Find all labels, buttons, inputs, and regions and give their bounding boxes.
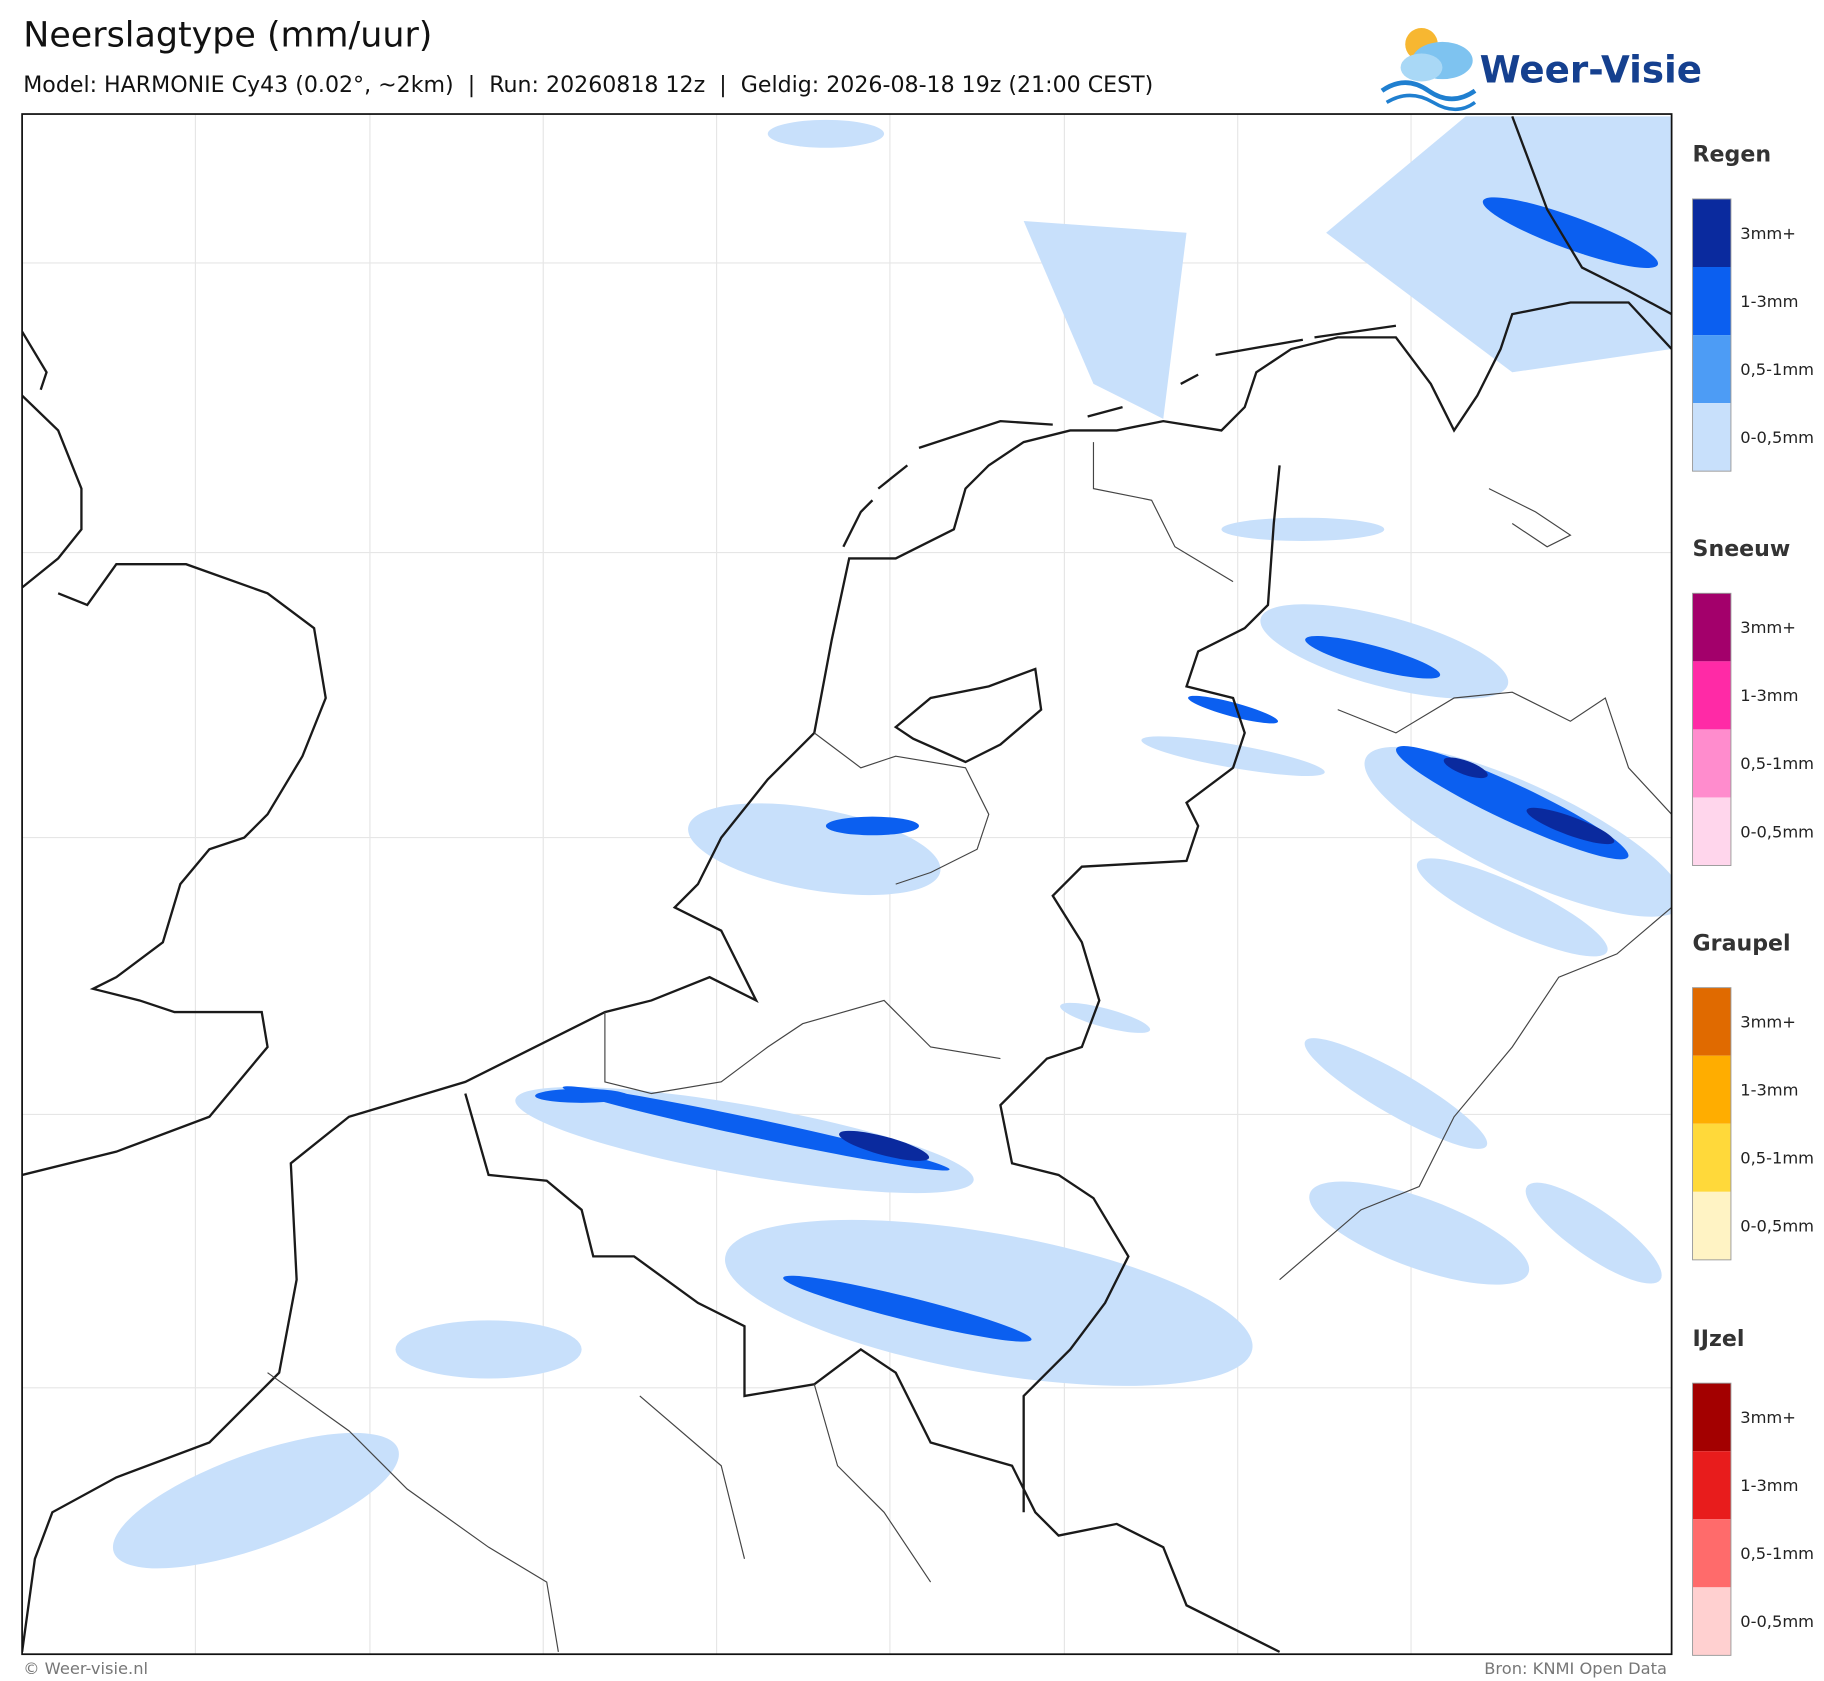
legend-label: 3mm+	[1740, 1012, 1796, 1031]
legend-box	[1692, 1382, 1732, 1656]
legend-swatch	[1692, 1191, 1731, 1260]
legend-title: Regen	[1693, 142, 1772, 168]
legend-label: 0,5-1mm	[1740, 754, 1814, 773]
coastlines	[22, 115, 1672, 1653]
logo-icon	[1380, 27, 1477, 112]
legend-label: 1-3mm	[1740, 686, 1798, 705]
legend-title: IJzel	[1693, 1326, 1745, 1352]
footer-credit: © Weer-visie.nl	[23, 1659, 148, 1678]
legend-swatch	[1692, 267, 1731, 336]
title: Neerslagtype (mm/uur)	[23, 16, 432, 56]
legend-label: 3mm+	[1740, 618, 1796, 637]
precipitation	[112, 116, 1672, 1569]
legend-label: 0-0,5mm	[1740, 822, 1814, 841]
legend-swatch	[1692, 1055, 1731, 1124]
logo-text: Weer-Visie	[1480, 48, 1702, 92]
legend-box	[1692, 592, 1732, 866]
legend: Regen 3mm+ 1-3mm 0,5-1mm 0-0,5mm Sneeuw 3mm+ 1-…	[1692, 142, 1814, 1656]
legend-swatch	[1692, 335, 1731, 404]
legend-label: 3mm+	[1740, 224, 1796, 243]
legend-swatch	[1692, 198, 1731, 268]
legend-swatch	[1692, 593, 1731, 662]
map	[22, 114, 1672, 1655]
legend-label: 0-0,5mm	[1740, 1612, 1814, 1631]
legend-label: 3mm+	[1740, 1408, 1796, 1427]
legend-label: 1-3mm	[1740, 1081, 1798, 1100]
legend-box	[1692, 198, 1732, 472]
footer-source: Bron: KNMI Open Data	[1484, 1659, 1667, 1678]
legend-swatch	[1692, 1383, 1731, 1452]
legend-label: 0,5-1mm	[1740, 360, 1814, 379]
legend-label: 1-3mm	[1740, 1476, 1798, 1495]
legend-label: 0-0,5mm	[1740, 428, 1814, 447]
legend-swatch	[1692, 1587, 1731, 1656]
legend-label: 1-3mm	[1740, 292, 1798, 311]
legend-swatch	[1692, 987, 1731, 1056]
legend-title: Sneeuw	[1693, 536, 1791, 562]
legend-label: 0,5-1mm	[1740, 1149, 1814, 1168]
legend-swatch	[1692, 661, 1731, 730]
precipitation-extreme	[839, 757, 1615, 1161]
legend-swatch	[1692, 1451, 1731, 1520]
borders	[267, 442, 1672, 1653]
legend-swatch	[1692, 1519, 1731, 1588]
legend-label: 0-0,5mm	[1740, 1217, 1814, 1236]
map-frame	[21, 113, 1673, 1656]
legend-swatch	[1692, 1123, 1731, 1192]
legend-swatch	[1692, 797, 1731, 866]
subtitle: Model: HARMONIE Cy43 (0.02°, ~2km) | Run…	[23, 72, 1153, 98]
legend-title: Graupel	[1693, 930, 1791, 956]
legend-label: 0,5-1mm	[1740, 1544, 1814, 1563]
legend-swatch	[1692, 403, 1731, 472]
legend-swatch	[1692, 729, 1731, 798]
legend-box	[1692, 987, 1732, 1261]
